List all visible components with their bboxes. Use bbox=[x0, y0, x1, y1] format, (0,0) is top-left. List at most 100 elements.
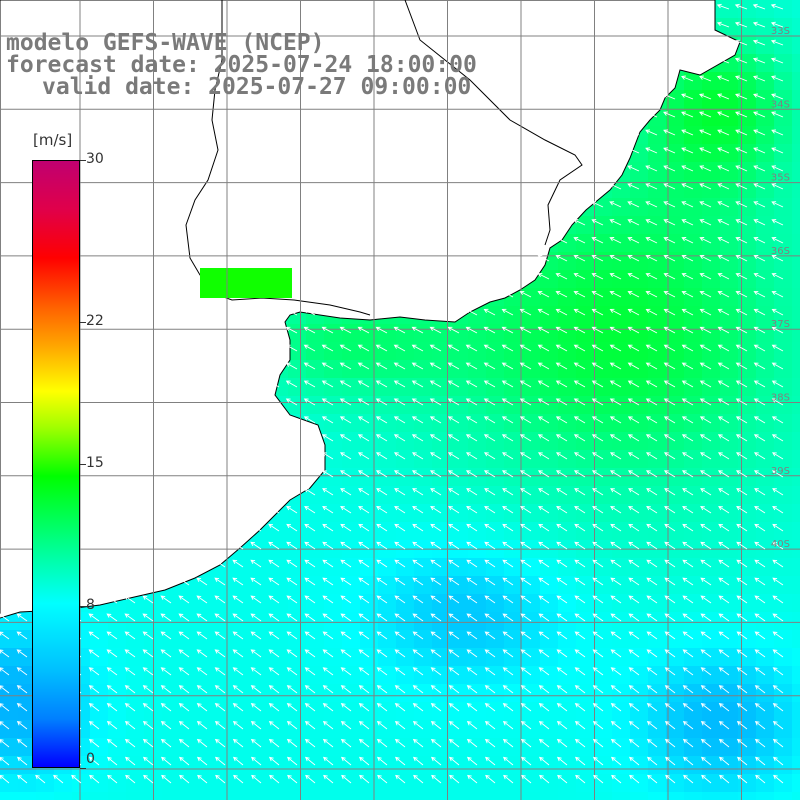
wind-arrow bbox=[736, 613, 748, 622]
wind-arrow bbox=[520, 559, 532, 568]
wind-speed-cell bbox=[522, 486, 541, 505]
latitude-label: 39S bbox=[771, 466, 790, 477]
wind-arrow bbox=[681, 398, 694, 406]
wind-speed-cell bbox=[684, 90, 703, 109]
wind-speed-cell bbox=[666, 396, 685, 415]
wind-arrow bbox=[700, 505, 712, 514]
wind-arrow bbox=[736, 505, 748, 514]
wind-arrow bbox=[501, 290, 514, 298]
wind-speed-cell bbox=[594, 270, 613, 289]
wind-speed-cell bbox=[792, 756, 800, 775]
wind-vector-arrows bbox=[0, 3, 784, 784]
wind-arrow bbox=[286, 577, 298, 586]
wind-speed-cell bbox=[360, 360, 379, 379]
wind-arrow bbox=[699, 380, 712, 388]
wind-speed-cell bbox=[522, 738, 541, 757]
wind-speed-cell bbox=[576, 306, 595, 325]
wind-speed-cell bbox=[666, 720, 685, 739]
wind-arrow bbox=[610, 703, 622, 712]
wind-arrow bbox=[718, 613, 730, 622]
wind-arrow bbox=[537, 434, 550, 442]
wind-arrow bbox=[664, 559, 676, 568]
wind-arrow bbox=[753, 93, 766, 100]
wind-speed-cell bbox=[702, 270, 721, 289]
wind-speed-cell bbox=[792, 144, 800, 163]
wind-speed-cell bbox=[558, 648, 577, 667]
wind-arrow bbox=[628, 756, 640, 766]
wind-arrow bbox=[106, 738, 118, 748]
wind-speed-cell bbox=[576, 252, 595, 271]
wind-speed-cell bbox=[648, 576, 667, 595]
wind-arrow bbox=[646, 541, 658, 550]
wind-arrow bbox=[717, 111, 730, 118]
wind-arrow bbox=[736, 721, 748, 730]
wind-arrow bbox=[628, 703, 640, 712]
wind-speed-cell bbox=[486, 522, 505, 541]
wind-arrow bbox=[663, 219, 676, 226]
wind-speed-cell bbox=[558, 702, 577, 721]
wind-speed-cell bbox=[450, 792, 469, 800]
wind-speed-cell bbox=[738, 738, 757, 757]
wind-speed-cell bbox=[702, 756, 721, 775]
wind-speed-cell bbox=[0, 738, 19, 757]
wind-speed-cell bbox=[468, 504, 487, 523]
wind-speed-cell bbox=[252, 648, 271, 667]
wind-arrow bbox=[681, 75, 694, 82]
wind-arrow bbox=[627, 470, 640, 478]
wind-arrow bbox=[771, 308, 784, 316]
wind-arrow bbox=[268, 541, 280, 550]
wind-speed-cell bbox=[342, 378, 361, 397]
wind-speed-cell bbox=[396, 414, 415, 433]
wind-speed-cell bbox=[702, 396, 721, 415]
wind-speed-cell bbox=[432, 360, 451, 379]
wind-speed-cell bbox=[450, 450, 469, 469]
wind-speed-cell bbox=[792, 252, 800, 271]
wind-arrow bbox=[736, 523, 748, 532]
wind-arrow bbox=[537, 326, 550, 334]
wind-arrow bbox=[394, 649, 406, 658]
wind-speed-cell bbox=[468, 630, 487, 649]
wind-arrow bbox=[106, 613, 118, 622]
wind-speed-cell bbox=[486, 630, 505, 649]
wind-arrow bbox=[663, 201, 676, 208]
wind-speed-cell bbox=[504, 342, 523, 361]
wind-arrow bbox=[160, 738, 172, 748]
wind-arrow bbox=[357, 416, 370, 424]
wind-arrow bbox=[574, 667, 586, 676]
wind-arrow bbox=[645, 434, 658, 442]
wind-arrow bbox=[394, 685, 406, 694]
wind-arrow bbox=[591, 434, 604, 442]
wind-speed-cell bbox=[756, 252, 775, 271]
wind-speed-cell bbox=[18, 738, 37, 757]
wind-speed-cell bbox=[648, 666, 667, 685]
wind-speed-cell bbox=[306, 612, 325, 631]
wind-speed-cell bbox=[630, 666, 649, 685]
wind-speed-cell bbox=[216, 738, 235, 757]
wind-speed-cell bbox=[414, 522, 433, 541]
coastline bbox=[0, 0, 741, 619]
wind-speed-cell bbox=[126, 702, 145, 721]
wind-speed-cell bbox=[774, 162, 793, 181]
wind-speed-cell bbox=[702, 666, 721, 685]
wind-speed-cell bbox=[720, 234, 739, 253]
wind-speed-cell bbox=[234, 594, 253, 613]
wind-speed-cell bbox=[324, 414, 343, 433]
wind-arrow bbox=[683, 774, 694, 784]
wind-arrow bbox=[736, 595, 748, 604]
wind-speed-cell bbox=[0, 648, 19, 667]
wind-arrow bbox=[663, 398, 676, 406]
wind-speed-cell bbox=[540, 504, 559, 523]
wind-arrow bbox=[197, 774, 208, 784]
wind-speed-cell bbox=[792, 432, 800, 451]
wind-speed-cell bbox=[252, 576, 271, 595]
wind-arrow bbox=[520, 488, 532, 496]
wind-speed-cell bbox=[594, 792, 613, 800]
wind-arrow bbox=[465, 470, 478, 478]
wind-arrow bbox=[430, 559, 442, 568]
wind-arrow bbox=[717, 344, 730, 352]
wind-arrow bbox=[250, 595, 262, 604]
wind-speed-cell bbox=[720, 378, 739, 397]
wind-arrow bbox=[646, 703, 658, 712]
wind-arrow bbox=[53, 774, 64, 784]
wind-speed-cell bbox=[378, 684, 397, 703]
